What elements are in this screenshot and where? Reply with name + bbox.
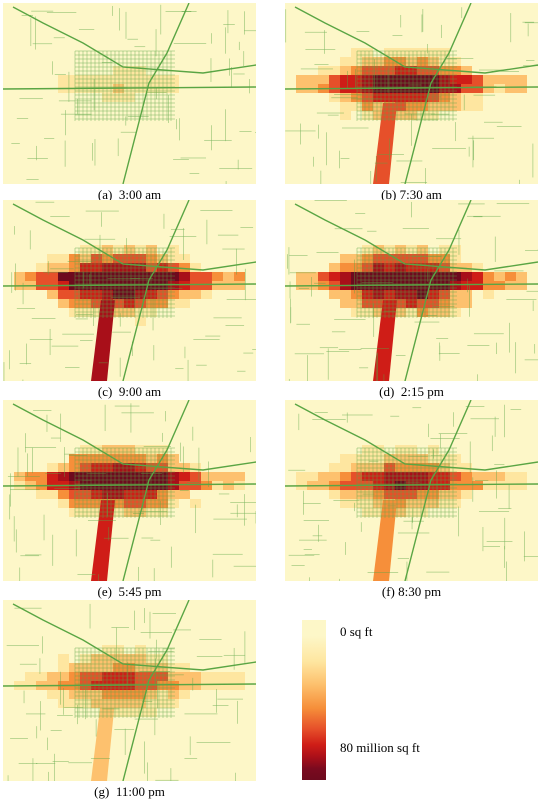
panel-caption: (c) 9:00 am (97, 384, 162, 399)
highways (3, 400, 256, 581)
map-svg (285, 3, 538, 184)
panel-caption: (b) 7:30 am (381, 187, 442, 202)
map-svg (3, 400, 256, 581)
highways (285, 400, 538, 581)
legend-color-bar (302, 620, 326, 780)
road-network (7, 403, 256, 581)
highways (3, 3, 256, 184)
road-network (288, 404, 538, 581)
road-network (3, 201, 256, 381)
panel-caption: (g) 11:00 pm (94, 784, 165, 799)
density-map (285, 3, 538, 184)
highways (3, 600, 256, 781)
corridor-block (373, 103, 397, 184)
corridor-block (91, 700, 115, 781)
corridor-block (91, 500, 115, 581)
legend-min-label: 0 sq ft (340, 624, 373, 639)
density-map (3, 200, 256, 381)
map-svg (3, 200, 256, 381)
panel-caption: (d) 2:15 pm (379, 384, 444, 399)
map-svg (3, 600, 256, 781)
density-map (3, 400, 256, 581)
highways (3, 200, 256, 381)
corridor-block (373, 300, 397, 381)
highways (285, 200, 538, 381)
map-svg (285, 400, 538, 581)
corridor-block (91, 300, 115, 381)
legend-max-label: 80 million sq ft (340, 740, 420, 755)
map-svg (3, 3, 256, 184)
density-map (285, 200, 538, 381)
density-map (285, 400, 538, 581)
panel-caption: (a) 3:00 am (97, 187, 162, 202)
road-network (11, 4, 256, 184)
highways (285, 3, 538, 184)
density-map (3, 3, 256, 184)
panel-caption: (e) 5:45 pm (97, 584, 162, 599)
density-blocks (3, 200, 256, 381)
color-legend: 0 sq ft 80 million sq ft (302, 620, 532, 780)
density-map (3, 600, 256, 781)
panel-caption: (f) 8:30 pm (381, 584, 442, 599)
map-svg (285, 200, 538, 381)
corridor-block (373, 500, 397, 581)
